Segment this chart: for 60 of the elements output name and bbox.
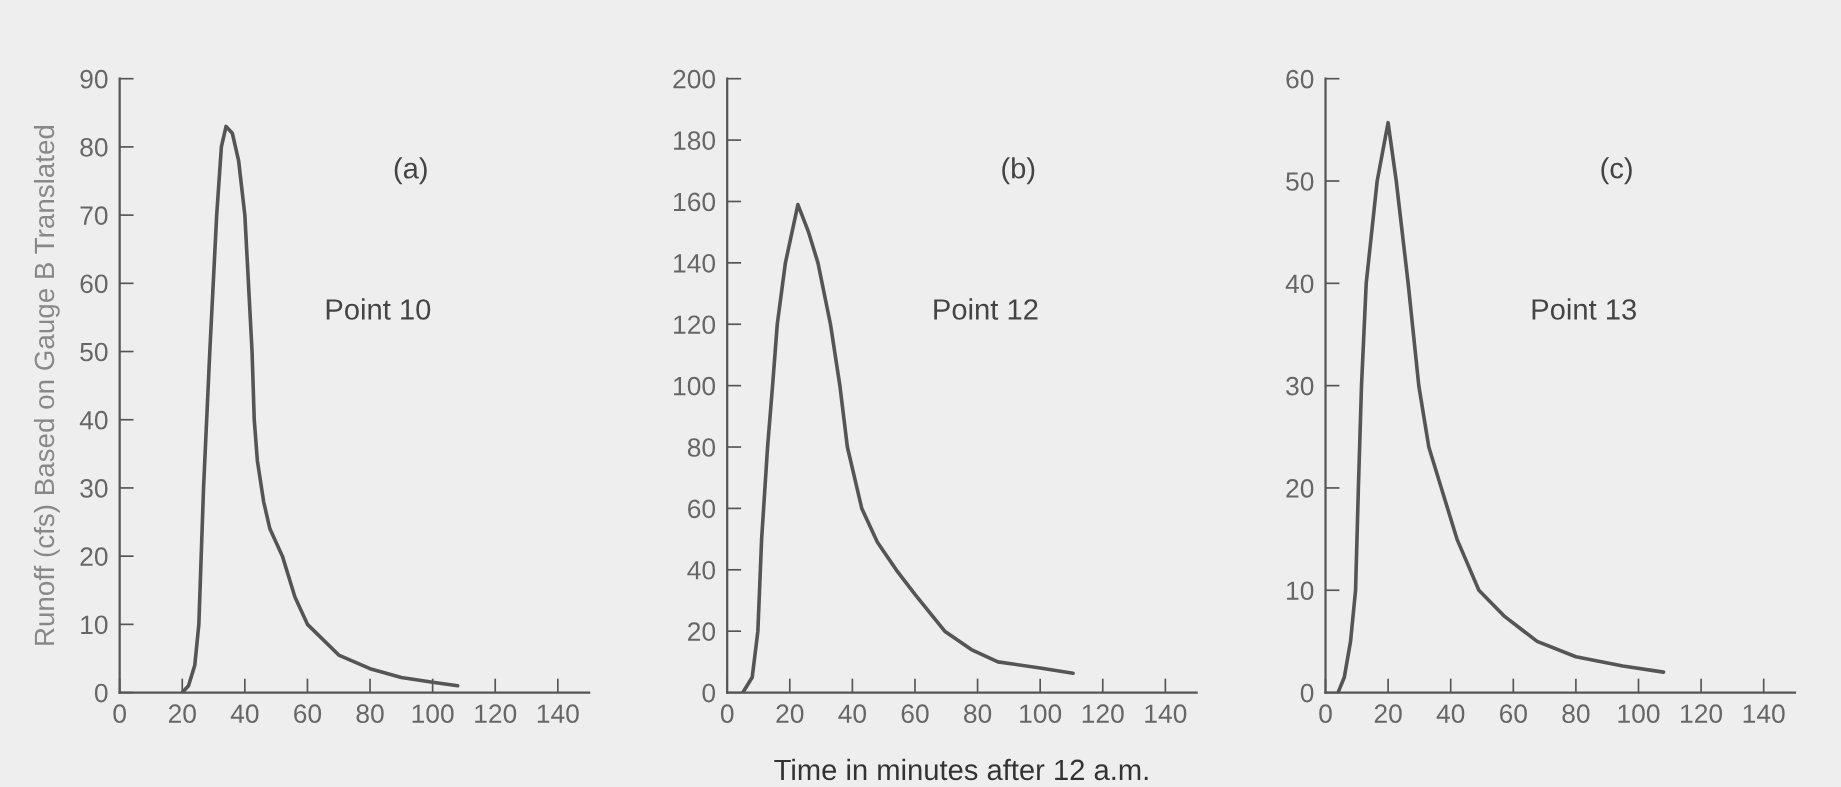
x-tick-label: 20 xyxy=(168,704,196,724)
annotation: Point 13 xyxy=(1532,298,1636,320)
annotation: (c) xyxy=(1601,157,1632,185)
y-tick-label: 200 xyxy=(673,69,716,89)
x-tick-label: 100 xyxy=(1020,704,1062,724)
x-tick-label: 140 xyxy=(537,704,579,724)
y-tick-label: 30 xyxy=(80,479,108,498)
x-tick-label: 140 xyxy=(1743,704,1785,724)
x-tick-label: 20 xyxy=(776,704,804,724)
x-tick-label: 0 xyxy=(113,704,126,724)
x-tick-label: 40 xyxy=(230,704,259,724)
x-tick-label: 60 xyxy=(1499,704,1527,724)
y-tick-label: 80 xyxy=(687,438,716,457)
annotation: (b) xyxy=(1002,157,1035,185)
y-tick-label: 0 xyxy=(1300,683,1314,703)
y-tick-label: 60 xyxy=(80,274,108,294)
y-tick-label: 10 xyxy=(81,615,108,635)
x-tick-label: 0 xyxy=(720,704,734,724)
annotation: (a) xyxy=(394,157,427,185)
x-tick-label: 40 xyxy=(1436,704,1465,724)
y-tick-label: 80 xyxy=(80,138,108,157)
x-tick-label: 100 xyxy=(1618,704,1660,724)
y-tick-label: 10 xyxy=(1287,581,1314,601)
x-tick-label: 40 xyxy=(838,704,867,724)
y-tick-label: 140 xyxy=(674,253,716,273)
y-tick-label: 50 xyxy=(1286,172,1314,191)
y-tick-label: 50 xyxy=(80,342,108,362)
x-tick-label: 80 xyxy=(356,704,384,724)
x-tick-label: 80 xyxy=(964,704,992,724)
x-tick-label: 0 xyxy=(1319,704,1332,724)
y-tick-label: 0 xyxy=(702,683,716,703)
y-tick-label: 120 xyxy=(674,315,716,335)
y-axis-title: Runoff (cfs) Based on Gauge B Translated xyxy=(33,125,60,645)
y-tick-label: 30 xyxy=(1286,376,1314,396)
y-tick-label: 40 xyxy=(1285,274,1314,294)
y-tick-label: 160 xyxy=(674,192,716,212)
y-tick-label: 60 xyxy=(688,499,716,519)
x-tick-label: 80 xyxy=(1562,704,1590,724)
y-tick-label: 40 xyxy=(687,560,716,580)
x-tick-label: 60 xyxy=(294,704,322,724)
x-tick-label: 120 xyxy=(475,704,517,724)
annotation: Point 10 xyxy=(326,298,431,320)
x-tick-label: 20 xyxy=(1374,704,1402,724)
y-tick-label: 20 xyxy=(1286,479,1314,498)
y-tick-label: 180 xyxy=(674,131,716,150)
y-tick-label: 70 xyxy=(80,206,108,225)
x-tick-label: 120 xyxy=(1681,704,1723,724)
x-tick-label: 60 xyxy=(901,704,929,724)
x-tick-label: 120 xyxy=(1082,704,1124,724)
y-tick-label: 90 xyxy=(80,69,108,89)
annotation: Point 12 xyxy=(934,298,1038,320)
x-axis-title: Time in minutes after 12 a.m. xyxy=(774,758,1148,781)
y-tick-label: 0 xyxy=(94,683,108,703)
y-tick-label: 20 xyxy=(688,622,716,641)
y-tick-label: 60 xyxy=(1286,69,1314,89)
y-tick-label: 20 xyxy=(80,547,108,566)
x-tick-label: 140 xyxy=(1145,704,1187,724)
x-tick-label: 100 xyxy=(412,704,454,724)
y-tick-label: 40 xyxy=(79,410,108,430)
y-tick-label: 100 xyxy=(674,376,716,396)
